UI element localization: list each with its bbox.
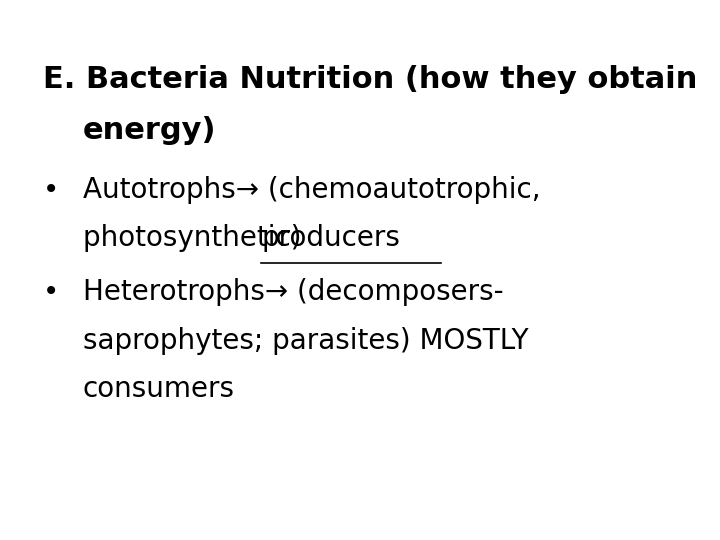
Text: E. Bacteria Nutrition (how they obtain: E. Bacteria Nutrition (how they obtain — [43, 65, 698, 94]
Text: •: • — [43, 176, 60, 204]
Text: photosynthetic): photosynthetic) — [83, 224, 310, 252]
Text: •: • — [43, 278, 60, 306]
Text: energy): energy) — [83, 116, 216, 145]
Text: producers: producers — [261, 224, 400, 252]
Text: Heterotrophs→ (decomposers-: Heterotrophs→ (decomposers- — [83, 278, 503, 306]
Text: saprophytes; parasites) MOSTLY: saprophytes; parasites) MOSTLY — [83, 327, 528, 355]
Text: consumers: consumers — [83, 375, 235, 403]
Text: Autotrophs→ (chemoautotrophic,: Autotrophs→ (chemoautotrophic, — [83, 176, 541, 204]
